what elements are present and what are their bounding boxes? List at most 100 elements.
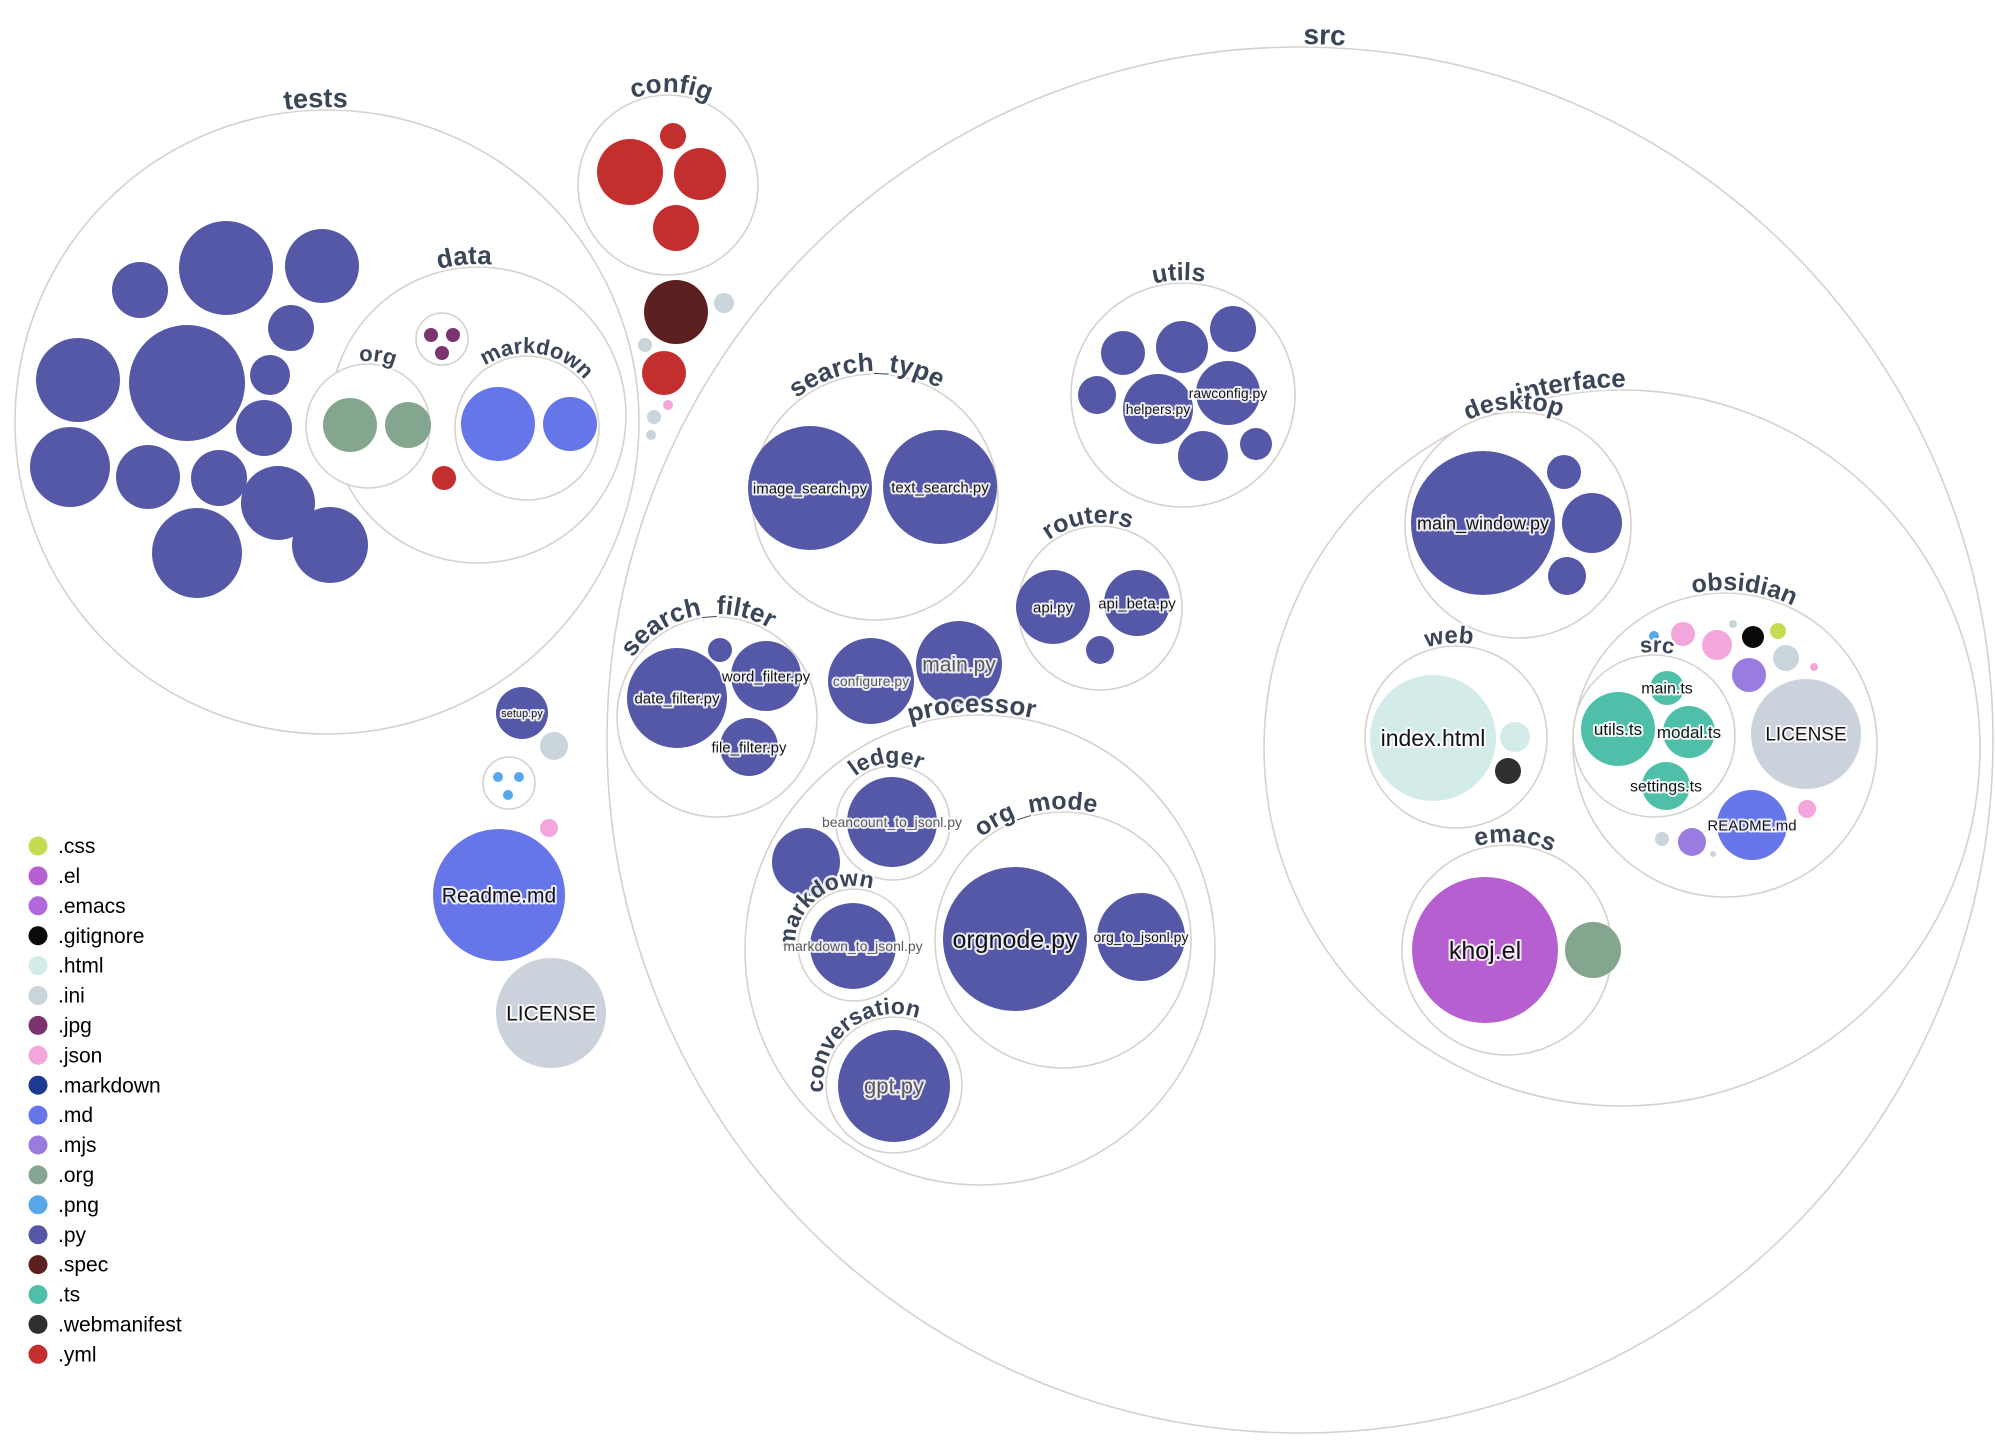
file-py-file-circle[interactable] (1078, 376, 1116, 414)
file-py-file-circle[interactable] (1240, 428, 1272, 460)
file-LICENSE-circle[interactable] (1751, 679, 1861, 789)
file-ini-file-circle[interactable] (1729, 620, 1737, 628)
file-api_beta.py-circle[interactable] (1104, 570, 1170, 636)
file-py-file-circle[interactable] (116, 445, 180, 509)
file-yml-file-circle[interactable] (432, 466, 456, 490)
file-text_search.py-circle[interactable] (883, 430, 997, 544)
file-org-file-circle[interactable] (323, 398, 377, 452)
file-mjs-file-circle[interactable] (1732, 658, 1766, 692)
file-rawconfig.py-circle[interactable] (1196, 361, 1260, 425)
file-spec-file-circle[interactable] (644, 280, 708, 344)
file-py-file-circle[interactable] (1086, 636, 1114, 664)
file-py-file-circle[interactable] (30, 427, 110, 507)
file-main_window.py-circle[interactable] (1411, 451, 1555, 595)
file-settings.ts-circle[interactable] (1642, 762, 1690, 810)
file-yml-file-circle[interactable] (597, 139, 663, 205)
file-api.py-circle[interactable] (1016, 570, 1090, 644)
file-py-file-circle[interactable] (1210, 306, 1256, 352)
file-json-file-circle[interactable] (1702, 630, 1732, 660)
file-py-file-circle[interactable] (36, 338, 120, 422)
file-json-file-circle[interactable] (1671, 622, 1695, 646)
file-py-file-circle[interactable] (1101, 331, 1145, 375)
file-py-file-circle[interactable] (179, 221, 273, 315)
file-LICENSE-circle[interactable] (496, 958, 606, 1068)
file-jpg-file-circle[interactable] (435, 346, 449, 360)
file-ini-file-circle[interactable] (540, 732, 568, 760)
file-py-file-circle[interactable] (191, 450, 247, 506)
file-py-file-circle[interactable] (1178, 431, 1228, 481)
file-ini-file-circle[interactable] (1655, 832, 1669, 846)
file-beancount_to_jsonl.py-circle[interactable] (847, 777, 937, 867)
file-README.md-circle[interactable] (1717, 790, 1787, 860)
file-index.html-circle[interactable] (1370, 675, 1496, 801)
file-org-file-circle[interactable] (385, 402, 431, 448)
file-py-file-circle[interactable] (129, 325, 245, 441)
file-css-file-circle[interactable] (1770, 623, 1786, 639)
file-py-file-circle[interactable] (250, 355, 290, 395)
file-org_to_jsonl.py-circle[interactable] (1097, 893, 1185, 981)
file-json-file-circle[interactable] (1810, 663, 1818, 671)
dir-label-web: web (1421, 622, 1475, 654)
file-setup.py-circle[interactable] (496, 687, 548, 739)
file-file_filter.py-circle[interactable] (720, 718, 778, 776)
dir-unnamed-circle[interactable] (482, 756, 536, 810)
file-png-file-circle[interactable] (503, 790, 513, 800)
file-ini-file-circle[interactable] (647, 410, 661, 424)
file-jpg-file-circle[interactable] (446, 328, 460, 342)
file-ini-file-circle[interactable] (1773, 645, 1799, 671)
file-word_filter.py-circle[interactable] (731, 641, 801, 711)
file-markdown_to_jsonl.py-circle[interactable] (810, 903, 896, 989)
file-py-file-circle[interactable] (236, 400, 292, 456)
file-yml-file-circle[interactable] (674, 148, 726, 200)
file-ini-file-circle[interactable] (638, 338, 652, 352)
file-ini-file-circle[interactable] (714, 293, 734, 313)
file-configure.py-circle[interactable] (828, 638, 914, 724)
file-date_filter.py-circle[interactable] (627, 648, 727, 748)
file-helpers.py-circle[interactable] (1123, 374, 1193, 444)
file-org-file-circle[interactable] (1565, 922, 1621, 978)
file-yml-file-circle[interactable] (653, 205, 699, 251)
file-orgnode.py-circle[interactable] (943, 867, 1087, 1011)
legend-dot-ini (28, 986, 48, 1005)
file-md-file-circle[interactable] (543, 397, 597, 451)
file-py-file-circle[interactable] (772, 828, 840, 896)
file-json-file-circle[interactable] (1798, 800, 1816, 818)
file-yml-file-circle[interactable] (642, 351, 686, 395)
file-json-file-circle[interactable] (663, 400, 673, 410)
file-html-file-circle[interactable] (1500, 722, 1530, 752)
file-py-file-circle[interactable] (1562, 493, 1622, 553)
file-py-file-circle[interactable] (268, 305, 314, 351)
file-py-file-circle[interactable] (708, 638, 732, 662)
legend-item-gitignore: .gitignore (28, 925, 144, 948)
file-py-file-circle[interactable] (1548, 557, 1586, 595)
file-py-file-circle[interactable] (112, 262, 168, 318)
file-py-file-circle[interactable] (241, 466, 315, 540)
file-yml-file-circle[interactable] (660, 123, 686, 149)
file-png-file-circle[interactable] (493, 772, 503, 782)
file-mjs-file-circle[interactable] (1678, 828, 1706, 856)
file-ini-file-circle[interactable] (1710, 851, 1716, 857)
file-image_search.py-circle[interactable] (748, 426, 872, 550)
file-py-file-circle[interactable] (1547, 455, 1581, 489)
file-jpg-file-circle[interactable] (424, 328, 438, 342)
file-py-file-circle[interactable] (1156, 321, 1208, 373)
file-py-file-circle[interactable] (292, 507, 368, 583)
file-gitignore-file-circle[interactable] (1742, 626, 1764, 648)
file-py-file-circle[interactable] (152, 508, 242, 598)
file-main.py-circle[interactable] (916, 621, 1002, 707)
dir-unnamed-circle[interactable] (415, 312, 469, 366)
file-khoj.el-circle[interactable] (1412, 877, 1558, 1023)
file-label-main.py: main.py (922, 653, 996, 676)
file-gpt.py-circle[interactable] (838, 1030, 950, 1142)
file-main.ts-circle[interactable] (1650, 671, 1684, 705)
file-ini-file-circle[interactable] (646, 430, 656, 440)
file-png-file-circle[interactable] (514, 772, 524, 782)
file-webmanifest-file-circle[interactable] (1495, 758, 1521, 784)
file-md-file-circle[interactable] (461, 387, 535, 461)
file-modal.ts-circle[interactable] (1663, 706, 1715, 758)
file-Readme.md-circle[interactable] (433, 829, 565, 961)
file-png-file-circle[interactable] (1649, 631, 1659, 641)
file-py-file-circle[interactable] (285, 229, 359, 303)
file-json-file-circle[interactable] (540, 819, 558, 837)
file-utils.ts-circle[interactable] (1581, 692, 1655, 766)
